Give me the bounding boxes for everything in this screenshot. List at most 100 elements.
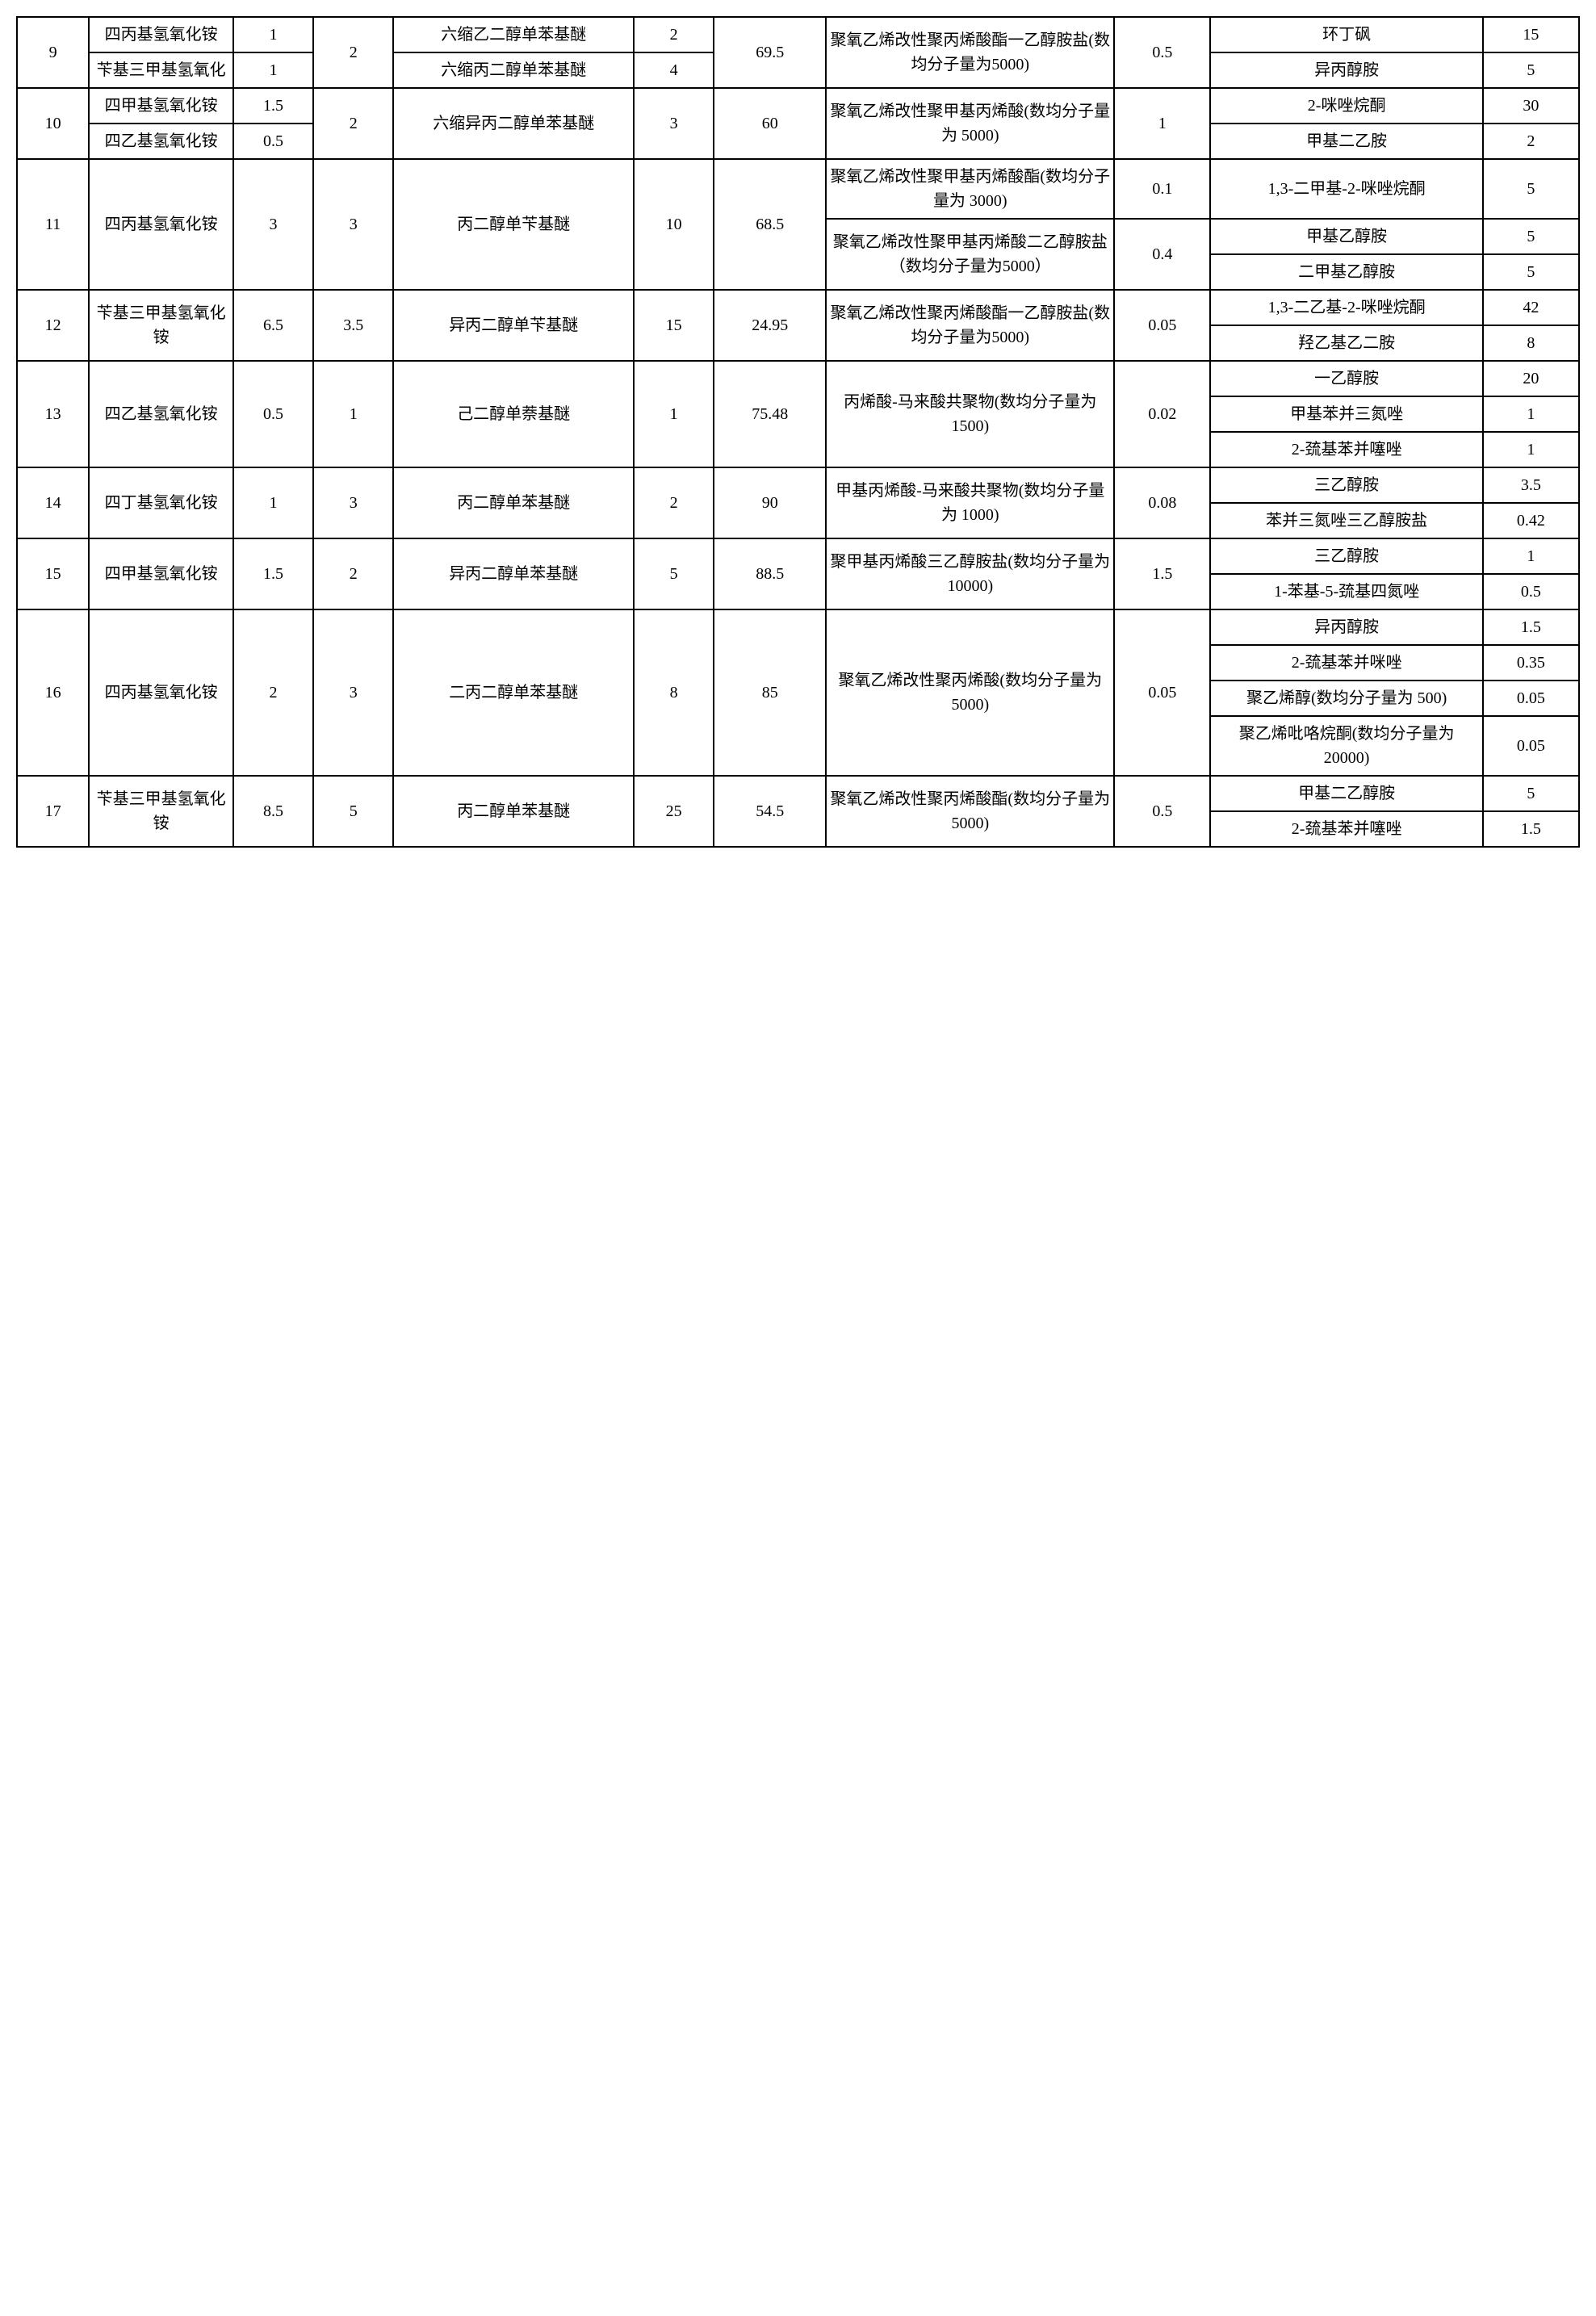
cell: 聚氧乙烯改性聚甲基丙烯酸二乙醇胺盐（数均分子量为5000） (826, 219, 1114, 290)
cell: 0.5 (233, 124, 313, 159)
cell: 六缩乙二醇单苯基醚 (393, 17, 634, 52)
table-row: 17 苄基三甲基氢氧化铵 8.5 5 丙二醇单苯基醚 25 54.5 聚氧乙烯改… (17, 776, 1579, 811)
cell: 5 (1483, 776, 1579, 811)
cell: 2-巯基苯并噻唑 (1210, 811, 1482, 847)
cell: 1,3-二乙基-2-咪唑烷酮 (1210, 290, 1482, 325)
cell: 25 (634, 776, 714, 847)
cell: 88.5 (714, 538, 826, 609)
cell: 丙二醇单苯基醚 (393, 467, 634, 538)
cell: 1 (634, 361, 714, 467)
cell: 2 (634, 17, 714, 52)
cell: 15 (1483, 17, 1579, 52)
table-row: 13 四乙基氢氧化铵 0.5 1 己二醇单萘基醚 1 75.48 丙烯酸-马来酸… (17, 361, 1579, 396)
row-id: 14 (17, 467, 89, 538)
cell: 1 (1483, 538, 1579, 574)
cell: 1.5 (233, 88, 313, 124)
cell: 羟乙基乙二胺 (1210, 325, 1482, 361)
cell: 3.5 (313, 290, 393, 361)
cell: 2 (1483, 124, 1579, 159)
cell: 0.5 (1114, 776, 1210, 847)
cell: 4 (634, 52, 714, 88)
cell: 3 (634, 88, 714, 159)
cell: 5 (313, 776, 393, 847)
cell: 1-苯基-5-巯基四氮唑 (1210, 574, 1482, 609)
table-row: 15 四甲基氢氧化铵 1.5 2 异丙二醇单苯基醚 5 88.5 聚甲基丙烯酸三… (17, 538, 1579, 574)
cell: 四丙基氢氧化铵 (89, 609, 233, 776)
cell: 0.1 (1114, 159, 1210, 219)
cell: 60 (714, 88, 826, 159)
cell: 0.05 (1483, 716, 1579, 776)
cell: 20 (1483, 361, 1579, 396)
cell: 1 (233, 52, 313, 88)
cell: 异丙醇胺 (1210, 609, 1482, 645)
cell: 2 (313, 88, 393, 159)
cell: 0.05 (1483, 681, 1579, 716)
table-row: 11 四丙基氢氧化铵 3 3 丙二醇单苄基醚 10 68.5 聚氧乙烯改性聚甲基… (17, 159, 1579, 219)
cell: 10 (634, 159, 714, 290)
cell: 2 (233, 609, 313, 776)
row-id: 10 (17, 88, 89, 159)
cell: 四甲基氢氧化铵 (89, 88, 233, 124)
cell: 24.95 (714, 290, 826, 361)
cell: 甲基二乙醇胺 (1210, 776, 1482, 811)
cell: 1 (233, 467, 313, 538)
cell: 聚氧乙烯改性聚丙烯酸(数均分子量为 5000) (826, 609, 1114, 776)
table-row: 14 四丁基氢氧化铵 1 3 丙二醇单苯基醚 2 90 甲基丙烯酸-马来酸共聚物… (17, 467, 1579, 503)
table-row: 9 四丙基氢氧化铵 1 2 六缩乙二醇单苯基醚 2 69.5 聚氧乙烯改性聚丙烯… (17, 17, 1579, 52)
cell: 0.08 (1114, 467, 1210, 538)
cell: 0.5 (1114, 17, 1210, 88)
row-id: 16 (17, 609, 89, 776)
cell: 异丙二醇单苄基醚 (393, 290, 634, 361)
row-id: 9 (17, 17, 89, 88)
cell: 异丙二醇单苯基醚 (393, 538, 634, 609)
cell: 六缩异丙二醇单苯基醚 (393, 88, 634, 159)
cell: 3 (313, 467, 393, 538)
cell: 聚氧乙烯改性聚丙烯酸酯(数均分子量为 5000) (826, 776, 1114, 847)
cell: 四乙基氢氧化铵 (89, 124, 233, 159)
cell: 四丙基氢氧化铵 (89, 159, 233, 290)
table-row: 12 苄基三甲基氢氧化铵 6.5 3.5 异丙二醇单苄基醚 15 24.95 聚… (17, 290, 1579, 325)
cell: 85 (714, 609, 826, 776)
cell: 苄基三甲基氢氧化 (89, 52, 233, 88)
cell: 2-巯基苯并咪唑 (1210, 645, 1482, 681)
cell: 甲基二乙胺 (1210, 124, 1482, 159)
cell: 1 (313, 361, 393, 467)
cell: 8.5 (233, 776, 313, 847)
row-id: 17 (17, 776, 89, 847)
cell: 42 (1483, 290, 1579, 325)
cell: 己二醇单萘基醚 (393, 361, 634, 467)
cell: 丙烯酸-马来酸共聚物(数均分子量为 1500) (826, 361, 1114, 467)
cell: 三乙醇胺 (1210, 467, 1482, 503)
cell: 5 (1483, 254, 1579, 290)
cell: 四丁基氢氧化铵 (89, 467, 233, 538)
cell: 0.05 (1114, 290, 1210, 361)
cell: 0.02 (1114, 361, 1210, 467)
cell: 5 (634, 538, 714, 609)
cell: 甲基丙烯酸-马来酸共聚物(数均分子量为 1000) (826, 467, 1114, 538)
cell: 2 (634, 467, 714, 538)
cell: 聚甲基丙烯酸三乙醇胺盐(数均分子量为 10000) (826, 538, 1114, 609)
cell: 1.5 (1483, 811, 1579, 847)
cell: 四乙基氢氧化铵 (89, 361, 233, 467)
cell: 54.5 (714, 776, 826, 847)
cell: 丙二醇单苄基醚 (393, 159, 634, 290)
cell: 0.4 (1114, 219, 1210, 290)
cell: 异丙醇胺 (1210, 52, 1482, 88)
cell: 聚氧乙烯改性聚甲基丙烯酸酯(数均分子量为 3000) (826, 159, 1114, 219)
cell: 1 (1483, 432, 1579, 467)
cell: 2-巯基苯并噻唑 (1210, 432, 1482, 467)
row-id: 15 (17, 538, 89, 609)
cell: 3 (313, 609, 393, 776)
composition-table: 9 四丙基氢氧化铵 1 2 六缩乙二醇单苯基醚 2 69.5 聚氧乙烯改性聚丙烯… (16, 16, 1580, 848)
cell: 2-咪唑烷酮 (1210, 88, 1482, 124)
cell: 68.5 (714, 159, 826, 290)
cell: 1,3-二甲基-2-咪唑烷酮 (1210, 159, 1482, 219)
cell: 甲基苯并三氮唑 (1210, 396, 1482, 432)
cell: 0.42 (1483, 503, 1579, 538)
cell: 六缩丙二醇单苯基醚 (393, 52, 634, 88)
cell: 聚氧乙烯改性聚甲基丙烯酸(数均分子量为 5000) (826, 88, 1114, 159)
cell: 8 (1483, 325, 1579, 361)
cell: 1.5 (1483, 609, 1579, 645)
cell: 0.5 (1483, 574, 1579, 609)
cell: 30 (1483, 88, 1579, 124)
